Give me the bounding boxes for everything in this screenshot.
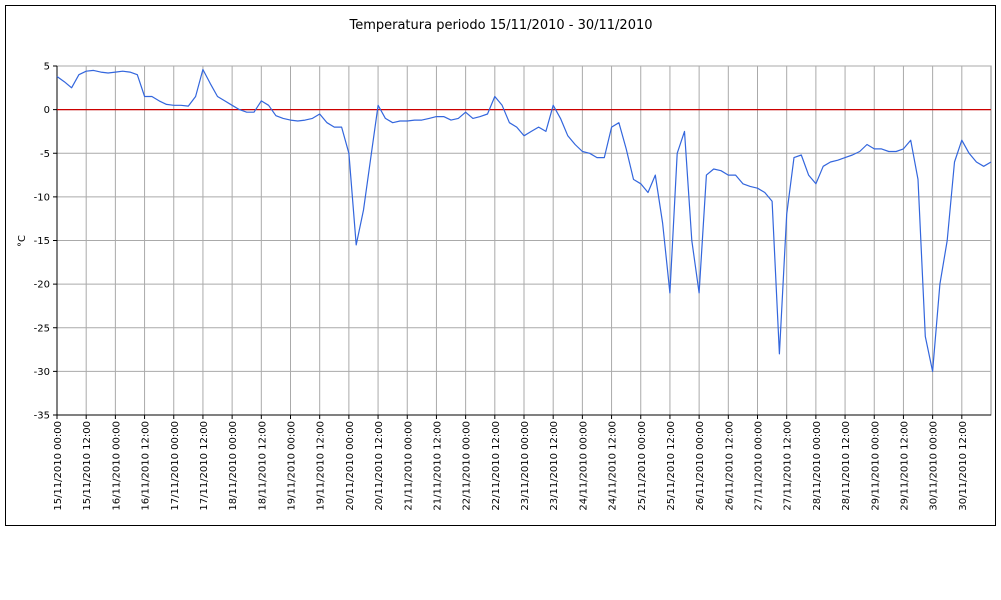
x-tick-label: 28/11/2010 00:00: [812, 421, 823, 511]
x-tick-label: 20/11/2010 00:00: [345, 421, 356, 511]
x-tick-label: 16/11/2010 12:00: [141, 421, 152, 511]
x-tick-label: 27/11/2010 00:00: [754, 421, 765, 511]
x-tick-label: 23/11/2010 12:00: [549, 421, 560, 511]
y-tick-label: -25: [34, 323, 50, 334]
x-tick-label: 16/11/2010 00:00: [111, 421, 122, 511]
y-tick-label: 0: [44, 105, 50, 116]
temperature-line: [56, 68, 992, 372]
y-tick-label: -30: [34, 367, 50, 378]
x-tick-label: 29/11/2010 12:00: [899, 421, 910, 511]
x-tick-label: 19/11/2010 12:00: [316, 421, 327, 511]
x-tick-label: 26/11/2010 00:00: [695, 421, 706, 511]
x-tick-label: 24/11/2010 00:00: [578, 421, 589, 511]
x-tick-label: 23/11/2010 00:00: [520, 421, 531, 511]
x-tick-label: 15/11/2010 12:00: [82, 421, 93, 511]
x-tick-label: 20/11/2010 12:00: [374, 421, 385, 511]
x-tick-label: 18/11/2010 12:00: [257, 421, 268, 511]
x-tick-label: 22/11/2010 12:00: [491, 421, 502, 511]
y-tick-label: -10: [34, 192, 50, 203]
x-tick-label: 29/11/2010 00:00: [870, 421, 881, 511]
x-tick-label: 19/11/2010 00:00: [287, 421, 298, 511]
x-tick-label: 17/11/2010 00:00: [170, 421, 181, 511]
x-tick-label: 27/11/2010 12:00: [783, 421, 794, 511]
x-tick-label: 28/11/2010 12:00: [841, 421, 852, 511]
y-axis-label: °C: [17, 235, 28, 247]
x-tick-label: 22/11/2010 00:00: [462, 421, 473, 511]
x-tick-label: 30/11/2010 00:00: [929, 421, 940, 511]
x-tick-label: 30/11/2010 12:00: [958, 421, 969, 511]
chart-title: Temperatura periodo 15/11/2010 - 30/11/2…: [348, 18, 652, 33]
y-tick-label: 5: [44, 62, 50, 73]
x-tick-label: 18/11/2010 00:00: [228, 421, 239, 511]
x-tick-label: 25/11/2010 12:00: [666, 421, 677, 511]
y-tick-label: -35: [34, 411, 50, 422]
x-tick-label: 25/11/2010 00:00: [637, 421, 648, 511]
y-tick-label: -5: [40, 149, 50, 160]
x-tick-label: 15/11/2010 00:00: [53, 421, 64, 511]
x-tick-label: 21/11/2010 12:00: [432, 421, 443, 511]
x-tick-label: 17/11/2010 12:00: [199, 421, 210, 511]
x-tick-label: 26/11/2010 12:00: [724, 421, 735, 511]
x-tick-label: 24/11/2010 12:00: [608, 421, 619, 511]
y-tick-label: -20: [34, 280, 50, 291]
y-tick-label: -15: [34, 236, 50, 247]
x-tick-label: 21/11/2010 00:00: [403, 421, 414, 511]
